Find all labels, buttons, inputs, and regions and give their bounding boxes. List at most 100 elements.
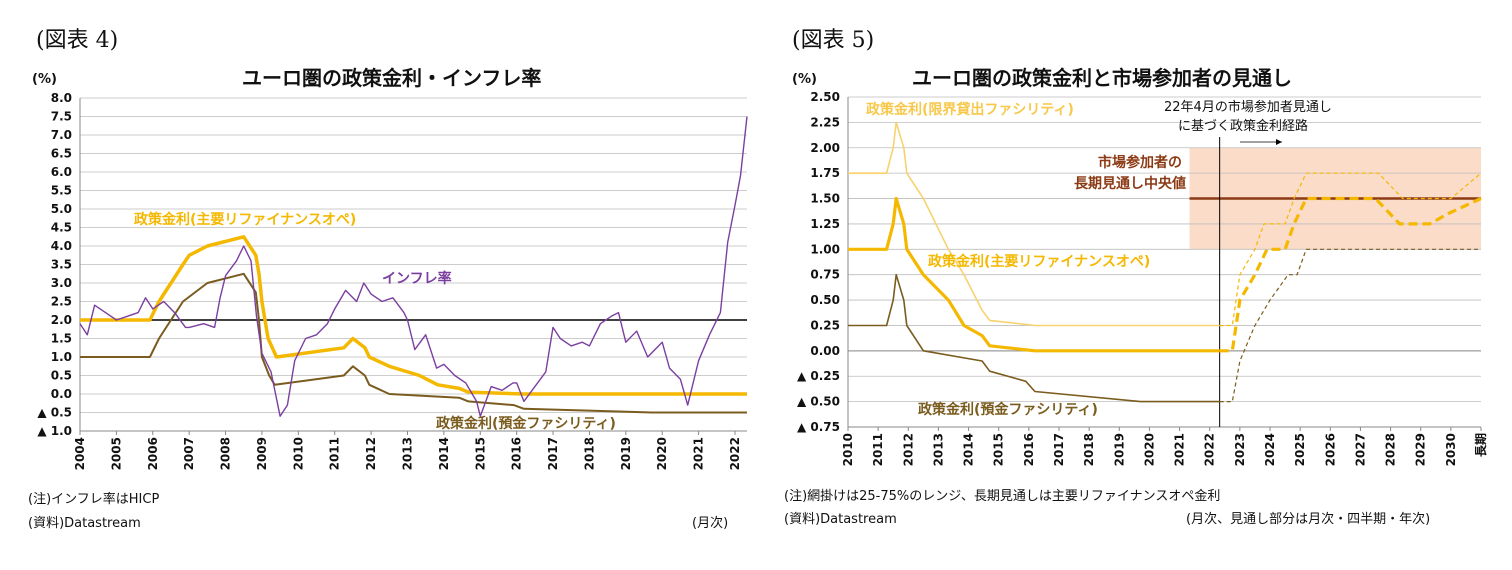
right-x-tick-label: 2022 — [1203, 433, 1217, 466]
right-x-tick-label: 2026 — [1323, 433, 1337, 466]
right-x-tick-label: 2028 — [1384, 433, 1398, 466]
left-x-tick-label: 2007 — [182, 437, 196, 470]
left-x-tick-label: 2014 — [437, 437, 451, 470]
right-label-path-2: に基づく政策金利経路 — [1178, 118, 1308, 134]
right-x-tick-label: 2015 — [992, 433, 1006, 466]
left-y-tick-label: 0.5 — [51, 369, 72, 383]
left-x-tick-label: 2012 — [364, 437, 378, 470]
left-x-tick-label: 2004 — [73, 437, 87, 470]
right-y-tick-label: 1.00 — [810, 242, 840, 256]
right-x-tick-label: 2012 — [901, 433, 915, 466]
right-y-tick-label: 2.00 — [810, 141, 840, 155]
left-x-tick-label: 2018 — [582, 437, 596, 470]
right-series-line-1 — [848, 196, 1220, 353]
left-y-tick-label: 4.0 — [51, 239, 72, 253]
left-x-tick-label: 2005 — [109, 437, 123, 470]
right-x-tick-label: 2017 — [1052, 433, 1066, 466]
left-y-tick-label: 0.0 — [51, 387, 72, 401]
left-y-tick-label: 5.0 — [51, 202, 72, 216]
right-x-tick-label: 2013 — [931, 433, 945, 466]
left-x-tick-label: 2010 — [291, 437, 305, 470]
right-y-tick-label: 0.25 — [810, 318, 840, 332]
right-label-median-2: 長期見通し中央値 — [1074, 175, 1186, 192]
right-x-tick-label: 2014 — [962, 433, 976, 466]
right-y-tick-label: ▲ 0.25 — [797, 369, 840, 383]
left-y-unit: (%) — [32, 72, 57, 87]
left-x-tick-label: 2011 — [328, 437, 342, 470]
right-y-tick-label: 2.25 — [810, 115, 840, 129]
right-y-unit: (%) — [792, 72, 817, 87]
left-chart-title: ユーロ圏の政策金利・インフレ率 — [242, 66, 542, 90]
right-series-line-3 — [1219, 196, 1482, 353]
left-source: (資料)Datastream — [28, 516, 141, 531]
right-label-median-1: 市場参加者の — [1098, 154, 1182, 171]
right-x-tick-label: 2023 — [1233, 433, 1247, 466]
left-label-mro: 政策金利(主要リファイナンスオペ) — [134, 211, 356, 228]
right-x-tick-label: 長期 — [1473, 433, 1488, 457]
left-y-tick-label: ▲ 1.0 — [37, 424, 72, 438]
right-x-tick-label: 2021 — [1173, 433, 1187, 466]
right-y-tick-label: 2.50 — [810, 90, 840, 104]
left-y-tick-label: 7.5 — [51, 110, 72, 124]
right-path-arrow-head — [1276, 139, 1282, 145]
left-series-line-0 — [80, 235, 747, 396]
right-x-tick-label: 2019 — [1112, 433, 1126, 466]
right-y-tick-label: 1.50 — [810, 192, 840, 206]
right-chart-title: ユーロ圏の政策金利と市場参加者の見通し — [912, 66, 1292, 90]
right-x-tick-label: 2030 — [1444, 433, 1458, 466]
right-source: (資料)Datastream — [784, 512, 897, 527]
left-x-tick-label: 2017 — [546, 437, 560, 470]
left-y-tick-label: ▲ 0.5 — [37, 406, 72, 420]
right-y-tick-label: 0.00 — [810, 344, 840, 358]
right-series-line-4 — [1219, 172, 1482, 327]
right-x-tick-label: 2024 — [1263, 433, 1277, 466]
left-y-tick-label: 1.0 — [51, 350, 72, 364]
right-y-tick-label: ▲ 0.50 — [797, 395, 840, 409]
left-x-tick-label: 2013 — [400, 437, 414, 470]
left-label-deposit: 政策金利(預金ファシリティ) — [436, 415, 616, 432]
left-x-tick-label: 2019 — [619, 437, 633, 470]
left-x-tick-label: 2021 — [692, 437, 706, 470]
right-x-tick-label: 2020 — [1142, 433, 1156, 466]
left-y-tick-label: 3.0 — [51, 276, 72, 290]
right-series-line-2 — [848, 273, 1220, 403]
left-y-tick-label: 3.5 — [51, 258, 72, 272]
left-series-line-2 — [79, 116, 748, 417]
left-x-tick-label: 2022 — [728, 437, 742, 470]
right-x-unit: (月次、見通し部分は月次・四半期・年次) — [1186, 512, 1431, 527]
right-note: (注)網掛けは25-75%のレンジ、長期見通しは主要リファイナンスオペ金利 — [784, 489, 1221, 504]
left-figure-label: (図表 4) — [36, 28, 119, 53]
right-x-tick-label: 2011 — [871, 433, 885, 466]
left-note: (注)インフレ率はHICP — [28, 492, 160, 507]
right-label-path-1: 22年4月の市場参加者見通し — [1164, 99, 1332, 115]
left-x-tick-label: 2015 — [473, 437, 487, 470]
left-x-tick-label: 2020 — [655, 437, 669, 470]
right-x-tick-label: 2018 — [1082, 433, 1096, 466]
right-y-tick-label: 1.75 — [810, 166, 840, 180]
left-label-inflation: インフレ率 — [382, 270, 452, 287]
left-y-tick-label: 5.5 — [51, 184, 72, 198]
left-y-tick-label: 4.5 — [51, 221, 72, 235]
right-x-tick-label: 2010 — [841, 433, 855, 466]
right-y-tick-label: 0.50 — [810, 293, 840, 307]
right-y-tick-label: 1.25 — [810, 217, 840, 231]
right-x-tick-label: 2027 — [1353, 433, 1367, 466]
right-label-mro: 政策金利(主要リファイナンスオペ) — [928, 253, 1150, 270]
right-x-tick-label: 2025 — [1293, 433, 1307, 466]
left-x-tick-label: 2006 — [146, 437, 160, 470]
right-x-tick-label: 2029 — [1414, 433, 1428, 466]
right-y-tick-label: 0.75 — [810, 268, 840, 282]
left-y-tick-label: 6.0 — [51, 165, 72, 179]
right-series-line-0 — [848, 121, 1220, 327]
right-x-tick-label: 2016 — [1022, 433, 1036, 466]
left-y-tick-label: 2.0 — [51, 313, 72, 327]
left-y-tick-label: 2.5 — [51, 295, 72, 309]
left-series-line-1 — [80, 272, 747, 414]
left-y-tick-label: 6.5 — [51, 147, 72, 161]
right-label-deposit: 政策金利(預金ファシリティ) — [918, 401, 1098, 418]
left-y-tick-label: 8.0 — [51, 91, 72, 105]
left-x-tick-label: 2008 — [219, 437, 233, 470]
left-x-tick-label: 2009 — [255, 437, 269, 470]
right-y-tick-label: ▲ 0.75 — [797, 420, 840, 434]
